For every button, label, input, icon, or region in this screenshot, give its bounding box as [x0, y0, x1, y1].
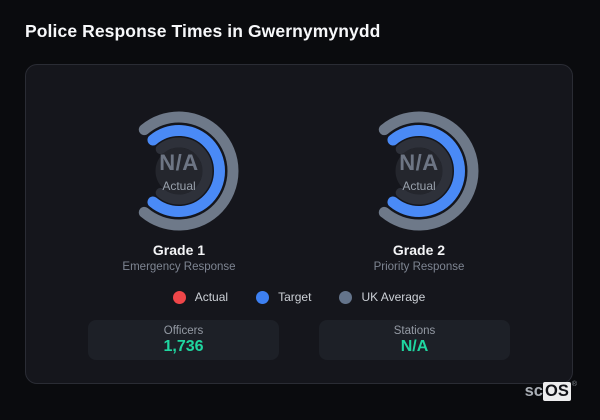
scos-logo: sc OS ® [524, 381, 577, 401]
logo-prefix: sc [524, 382, 543, 400]
gauge-chart-grade-2: N/A Actual [353, 105, 485, 237]
gauge-subtitle: Priority Response [373, 261, 465, 273]
gauge-uk-average-arc [378, 111, 479, 231]
stat-value: 1,736 [163, 337, 204, 355]
legend-label: UK Average [361, 290, 426, 304]
gauge-center-text: N/A Actual [113, 105, 245, 237]
gauge-center-text: N/A Actual [353, 105, 485, 237]
stat-label: Stations [393, 324, 436, 337]
gauge-grade-label: Grade 1 [152, 242, 206, 258]
chart-legend: Actual Target UK Average [26, 290, 572, 304]
stat-label: Officers [163, 324, 204, 337]
gauge-value: N/A [159, 149, 199, 175]
page-title: Police Response Times in Gwernymynydd [25, 21, 381, 41]
gauge-grade-1: N/A Actual Grade 1 Emergency Response [59, 105, 299, 273]
actual-legend-dot-icon [172, 290, 186, 304]
gauge-center-disc [155, 147, 203, 195]
registered-trademark-icon: ® [571, 381, 577, 388]
gauge-rings-svg [378, 111, 479, 231]
gauges-row: N/A Actual Grade 1 Emergency Response [26, 65, 572, 273]
gauge-chart-grade-1: N/A Actual [113, 105, 245, 237]
target-legend-dot-icon [256, 290, 270, 304]
gauge-grade-2: N/A Actual Grade 2 Priority Response [299, 105, 539, 273]
gauge-actual-track-arc [395, 137, 453, 205]
legend-label: Actual [194, 290, 229, 304]
stat-value: N/A [400, 337, 429, 355]
stat-box-officers: Officers 1,736 [88, 320, 279, 360]
gauge-value-label: Actual [162, 178, 196, 193]
gauge-target-arc [387, 125, 465, 217]
logo-os-badge: OS [542, 382, 571, 401]
gauge-value: N/A [399, 149, 439, 175]
gauge-uk-average-arc [138, 111, 239, 231]
legend-item-uk-average[interactable]: UK Average [339, 290, 425, 304]
uk-average-legend-dot-icon [339, 290, 353, 304]
legend-item-target[interactable]: Target [256, 290, 311, 304]
gauge-center-disc [395, 147, 443, 195]
gauge-value-label: Actual [402, 178, 436, 193]
response-times-card: N/A Actual Grade 1 Emergency Response [25, 64, 573, 384]
gauge-actual-track-arc [155, 137, 213, 205]
gauge-rings-svg [138, 111, 239, 231]
legend-label: Target [278, 290, 312, 304]
stat-box-stations: Stations N/A [319, 320, 510, 360]
gauge-target-arc [147, 125, 225, 217]
legend-item-actual[interactable]: Actual [172, 290, 229, 304]
stats-row: Officers 1,736 Stations N/A [26, 320, 572, 360]
gauge-subtitle: Emergency Response [122, 261, 236, 273]
gauge-grade-label: Grade 2 [392, 242, 446, 258]
